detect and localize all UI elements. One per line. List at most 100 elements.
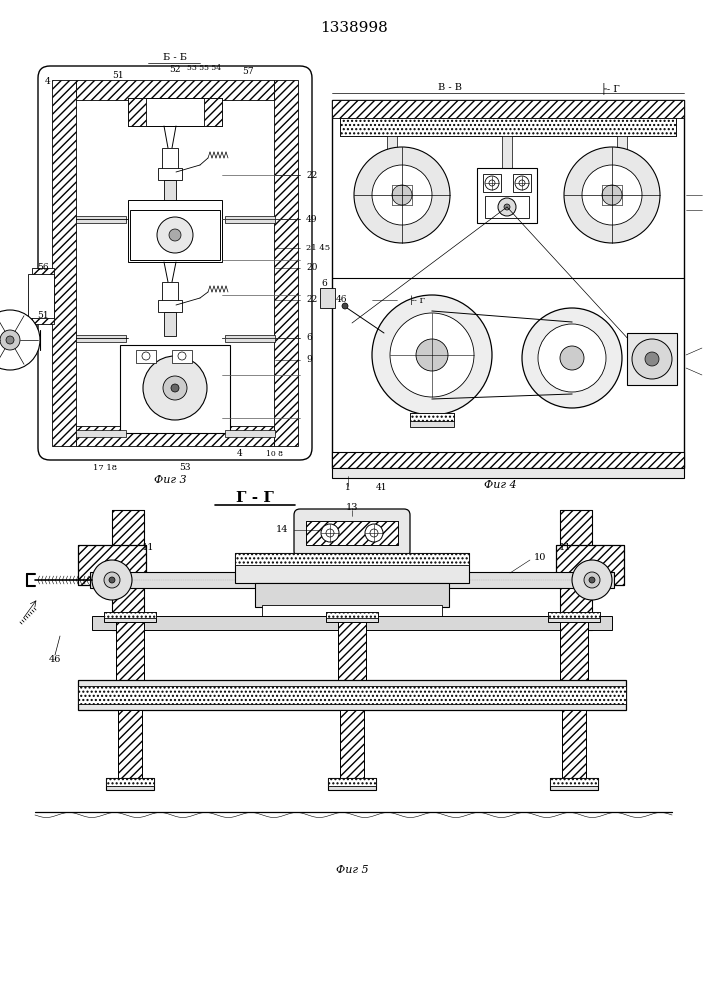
- Circle shape: [582, 165, 642, 225]
- Circle shape: [602, 185, 622, 205]
- Bar: [387, 136, 397, 191]
- Bar: [340, 710, 364, 780]
- Bar: [562, 710, 586, 780]
- Text: Фиг 5: Фиг 5: [336, 865, 368, 875]
- Bar: [164, 180, 176, 210]
- Bar: [332, 100, 684, 118]
- Text: Г - Г: Г - Г: [236, 491, 274, 505]
- Text: 6: 6: [321, 278, 327, 288]
- Bar: [328, 778, 376, 790]
- Bar: [326, 612, 378, 618]
- Bar: [76, 430, 126, 437]
- Bar: [338, 615, 366, 680]
- Circle shape: [178, 352, 186, 360]
- Bar: [225, 335, 275, 342]
- Bar: [104, 612, 156, 622]
- Bar: [76, 216, 126, 223]
- Bar: [513, 174, 531, 192]
- Bar: [118, 710, 142, 780]
- Bar: [128, 98, 222, 126]
- Circle shape: [163, 376, 187, 400]
- Circle shape: [538, 324, 606, 392]
- Text: 56: 56: [37, 263, 49, 272]
- Circle shape: [354, 147, 450, 243]
- Text: 4: 4: [237, 450, 243, 458]
- Bar: [78, 686, 626, 704]
- Bar: [106, 778, 154, 786]
- Text: 14: 14: [276, 526, 288, 534]
- Bar: [204, 98, 222, 126]
- Circle shape: [143, 356, 207, 420]
- Circle shape: [142, 352, 150, 360]
- Bar: [136, 350, 156, 363]
- Circle shape: [104, 572, 120, 588]
- Text: 9: 9: [306, 356, 312, 364]
- Bar: [556, 545, 624, 585]
- Bar: [627, 333, 677, 385]
- Circle shape: [572, 560, 612, 600]
- Text: 1338998: 1338998: [320, 21, 388, 35]
- Bar: [112, 510, 144, 630]
- Text: 51: 51: [37, 312, 49, 320]
- Circle shape: [584, 572, 600, 588]
- Bar: [225, 216, 275, 223]
- Text: 11: 11: [559, 544, 571, 552]
- Bar: [332, 452, 684, 468]
- Bar: [235, 553, 469, 565]
- Bar: [560, 615, 588, 680]
- Text: 53: 53: [180, 464, 191, 473]
- Text: 21 45: 21 45: [306, 244, 330, 252]
- Circle shape: [392, 185, 412, 205]
- Bar: [560, 510, 592, 630]
- Bar: [158, 300, 182, 312]
- Bar: [320, 288, 335, 308]
- Bar: [158, 168, 182, 180]
- Bar: [338, 615, 366, 680]
- Circle shape: [321, 524, 339, 542]
- Bar: [306, 521, 398, 545]
- Text: 53 55 54: 53 55 54: [187, 64, 221, 72]
- Bar: [326, 612, 378, 622]
- Text: Б - Б: Б - Б: [163, 53, 187, 62]
- Bar: [410, 413, 454, 427]
- Circle shape: [157, 217, 193, 253]
- Circle shape: [589, 577, 595, 583]
- FancyBboxPatch shape: [38, 66, 312, 460]
- Bar: [550, 778, 598, 786]
- Text: 1: 1: [345, 484, 351, 492]
- Bar: [130, 210, 220, 260]
- Bar: [164, 312, 176, 336]
- Bar: [116, 615, 144, 680]
- Bar: [128, 200, 222, 262]
- Bar: [410, 413, 454, 421]
- Circle shape: [372, 295, 492, 415]
- Bar: [560, 615, 588, 680]
- Bar: [560, 510, 592, 630]
- Circle shape: [498, 198, 516, 216]
- Text: 22: 22: [306, 170, 317, 180]
- Text: 13: 13: [346, 502, 358, 512]
- Circle shape: [109, 577, 115, 583]
- Bar: [116, 615, 144, 680]
- Bar: [502, 136, 512, 191]
- Bar: [548, 612, 600, 622]
- Text: 10 8: 10 8: [266, 450, 283, 458]
- Text: Фиг 4: Фиг 4: [484, 480, 516, 490]
- Circle shape: [390, 313, 474, 397]
- Text: 49: 49: [306, 215, 317, 224]
- Bar: [225, 430, 275, 437]
- Bar: [262, 605, 442, 623]
- Text: 41: 41: [376, 484, 387, 492]
- Bar: [78, 680, 626, 710]
- Circle shape: [560, 346, 584, 370]
- Text: 51: 51: [112, 70, 124, 80]
- Text: 20: 20: [306, 263, 317, 272]
- Bar: [128, 98, 146, 126]
- Circle shape: [92, 560, 132, 600]
- Bar: [52, 80, 76, 446]
- Bar: [172, 350, 192, 363]
- Bar: [92, 616, 612, 630]
- Text: 4: 4: [45, 78, 51, 87]
- Bar: [162, 282, 178, 302]
- Bar: [32, 268, 54, 324]
